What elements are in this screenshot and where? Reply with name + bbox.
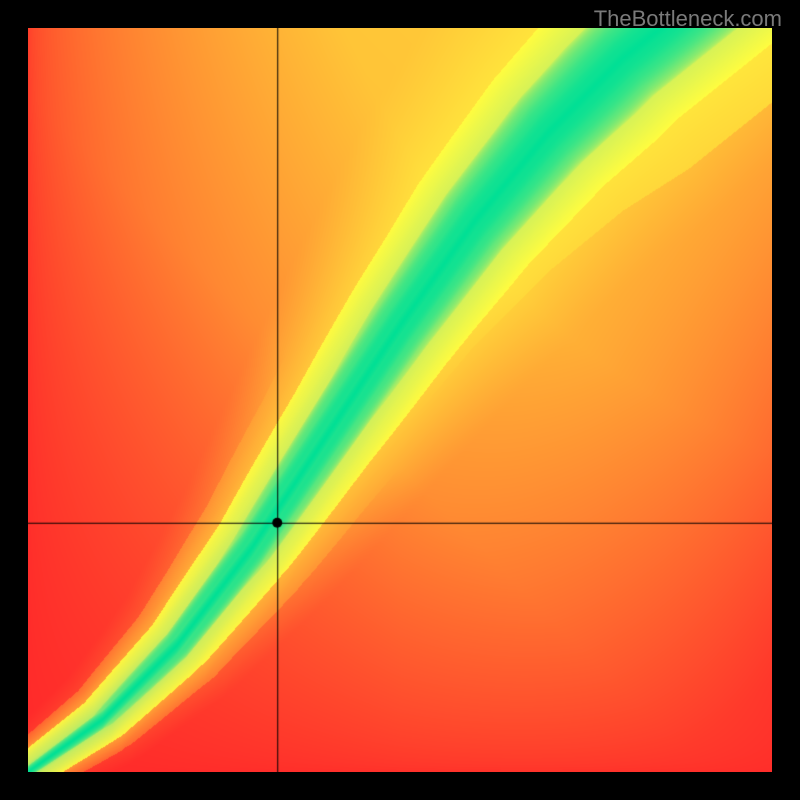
heatmap-canvas: [28, 28, 772, 772]
watermark-text: TheBottleneck.com: [594, 6, 782, 32]
bottleneck-heatmap-chart: [28, 28, 772, 772]
